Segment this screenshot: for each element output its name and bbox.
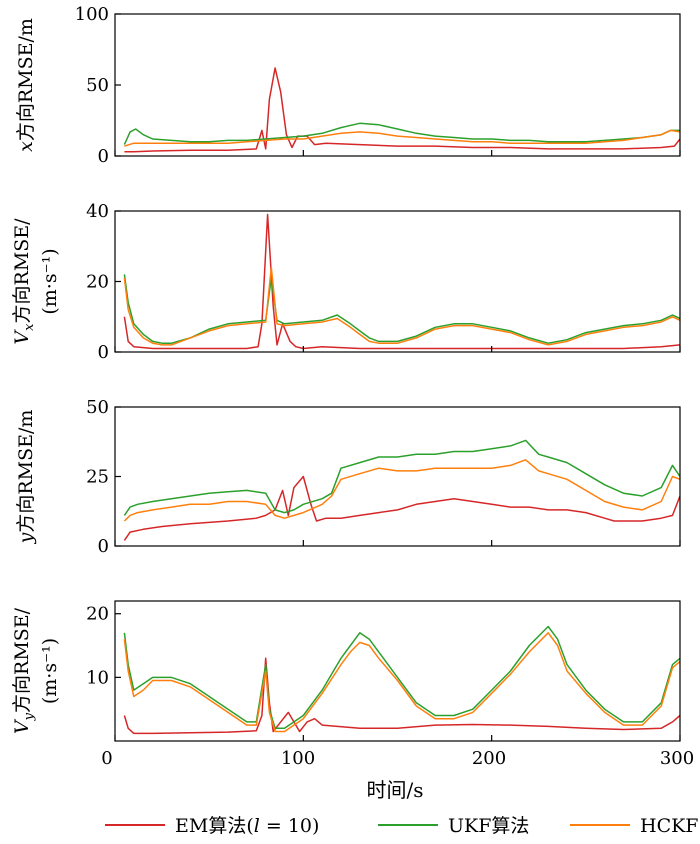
series-em-Vy bbox=[123, 657, 680, 735]
y-tick-label: 0 bbox=[98, 342, 109, 363]
legend-label-em: EM算法(l = 10) bbox=[175, 815, 319, 837]
y-axis-unit-Vy: (m·s⁻¹) bbox=[39, 638, 61, 704]
y-tick-label: 25 bbox=[86, 467, 109, 488]
y-tick-label: 0 bbox=[98, 146, 109, 167]
series-hckf-x bbox=[124, 129, 680, 147]
y-tick-label: 0 bbox=[98, 536, 109, 557]
panels: 050100x方向RMSE/m02040Vx方向RMSE/(m·s⁻¹)0255… bbox=[11, 4, 681, 742]
y-tick-label: 20 bbox=[86, 272, 109, 293]
y-axis-label-y: y方向RMSE/m bbox=[15, 410, 37, 545]
series-ukf-Vx bbox=[123, 274, 680, 344]
y-tick-label: 10 bbox=[86, 667, 109, 688]
y-axis-label-Vy: Vy方向RMSE/ bbox=[11, 607, 37, 734]
plot-frame-y bbox=[114, 406, 681, 547]
y-axis-label-Vx: Vx方向RMSE/ bbox=[11, 218, 37, 345]
y-axis-unit-Vx: (m·s⁻¹) bbox=[39, 248, 61, 314]
y-tick-label: 100 bbox=[75, 4, 109, 25]
series-ukf-Vy bbox=[123, 625, 680, 730]
panel-x: 0 50 100 x方向RMSE/m bbox=[15, 4, 681, 167]
series-em-y bbox=[123, 475, 680, 541]
x-tick-label-0: 0 bbox=[101, 748, 112, 769]
legend-label-ukf: UKF算法 bbox=[448, 815, 529, 837]
series-ukf-y bbox=[123, 439, 680, 516]
panel-Vy: 10 20 Vy方向RMSE/(m·s⁻¹) bbox=[11, 600, 681, 742]
x-tick-label-200: 200 bbox=[472, 748, 506, 769]
legend: EM算法(l = 10) UKF算法 HCKF bbox=[105, 815, 698, 837]
panel-Vx: 0 20 40 Vx方向RMSE/(m·s⁻¹) bbox=[11, 201, 681, 363]
legend-label-hckf: HCKF bbox=[640, 815, 698, 837]
x-axis-label: 时间/s bbox=[366, 778, 423, 802]
x-tick-label-100: 100 bbox=[281, 748, 315, 769]
series-em-x bbox=[124, 67, 680, 153]
series-em-Vx bbox=[123, 213, 680, 350]
series-hckf-Vx bbox=[123, 266, 680, 346]
plot-frame-x bbox=[114, 13, 681, 157]
y-tick-label: 50 bbox=[86, 397, 109, 418]
plot-frame-Vy bbox=[114, 600, 681, 742]
y-tick-label: 20 bbox=[86, 604, 109, 625]
y-tick-label: 50 bbox=[86, 75, 109, 96]
series-hckf-Vy bbox=[123, 632, 680, 733]
x-tick-label-300: 300 bbox=[660, 748, 694, 769]
series-ukf-x bbox=[123, 122, 680, 145]
y-axis-label-x: x方向RMSE/m bbox=[15, 18, 37, 152]
series-hckf-y bbox=[123, 459, 680, 522]
y-tick-label: 40 bbox=[86, 201, 109, 222]
panel-y: 0 25 50 y方向RMSE/m bbox=[15, 397, 681, 557]
